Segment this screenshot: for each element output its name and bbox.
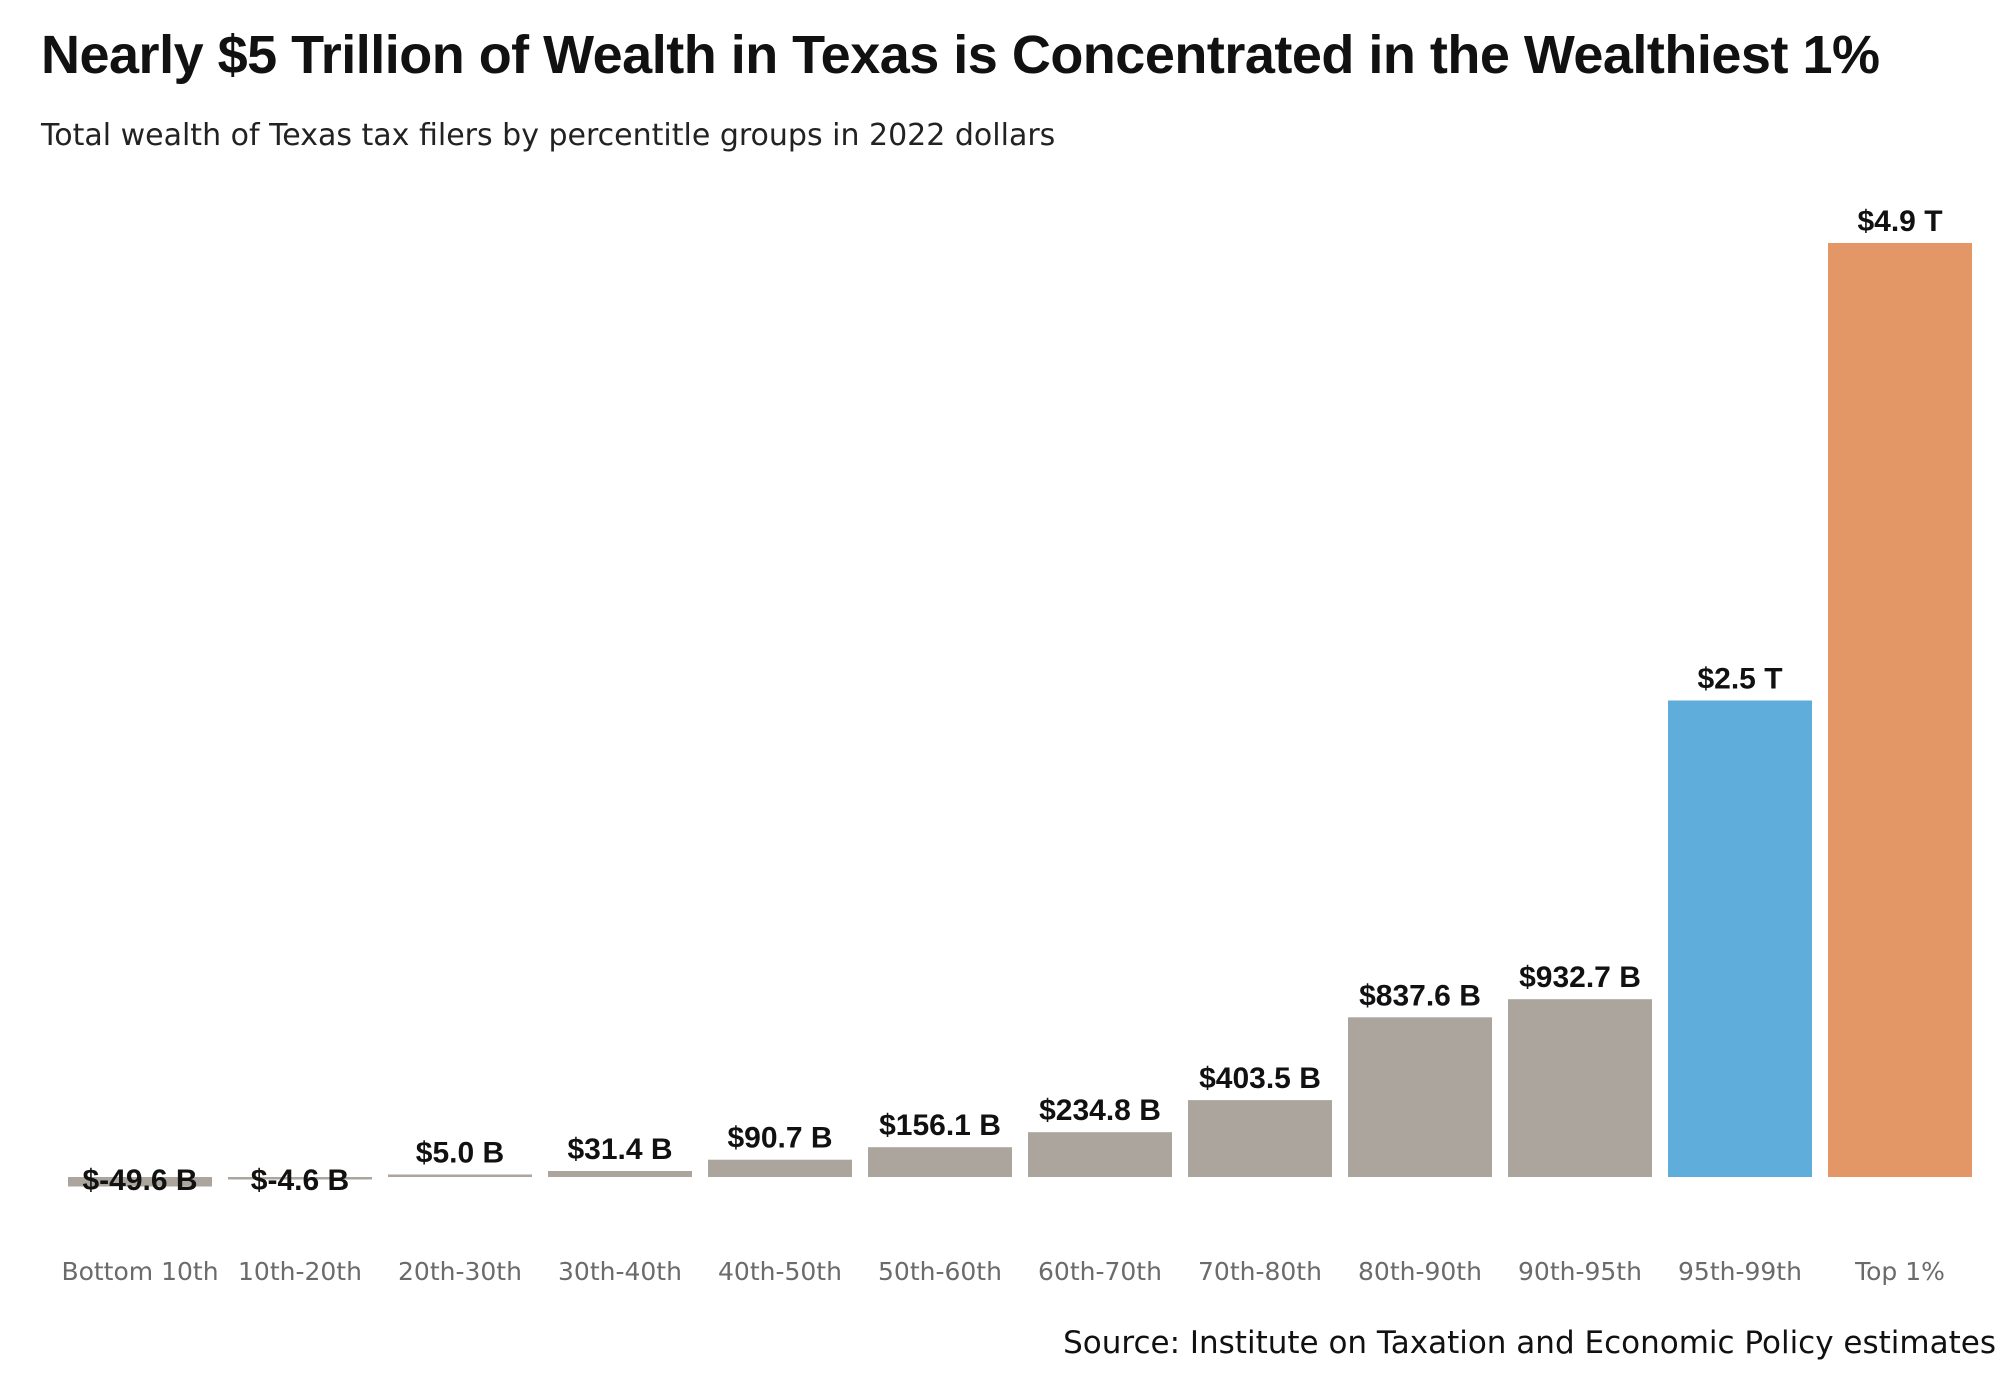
bars-layer bbox=[68, 243, 1972, 1187]
value-label-7: $403.5 B bbox=[1199, 1062, 1321, 1095]
value-label-4: $90.7 B bbox=[727, 1122, 832, 1155]
category-label-5: 50th-60th bbox=[878, 1257, 1002, 1286]
category-label-7: 70th-80th bbox=[1198, 1257, 1322, 1286]
bar-2 bbox=[388, 1174, 532, 1177]
bar-1 bbox=[228, 1177, 372, 1180]
category-label-10: 95th-99th bbox=[1678, 1257, 1802, 1286]
bar-5 bbox=[868, 1147, 1012, 1177]
chart-subtitle: Total wealth of Texas tax filers by perc… bbox=[41, 118, 1056, 153]
category-label-9: 90th-95th bbox=[1518, 1257, 1642, 1286]
value-label-10: $2.5 T bbox=[1697, 663, 1782, 696]
value-label-0: $-49.6 B bbox=[82, 1164, 197, 1197]
value-label-9: $932.7 B bbox=[1519, 961, 1641, 994]
value-label-3: $31.4 B bbox=[567, 1133, 672, 1166]
category-label-1: 10th-20th bbox=[238, 1257, 362, 1286]
bar-7 bbox=[1188, 1100, 1332, 1177]
value-labels-layer: $-49.6 B $-4.6 B $5.0 B $31.4 B $90.7 B $156.… bbox=[82, 205, 1942, 1197]
bar-9 bbox=[1508, 999, 1652, 1177]
value-label-6: $234.8 B bbox=[1039, 1094, 1161, 1127]
category-label-8: 80th-90th bbox=[1358, 1257, 1482, 1286]
chart-title: Nearly $5 Trillion of Wealth in Texas is… bbox=[41, 25, 1880, 85]
bar-8 bbox=[1348, 1017, 1492, 1177]
category-label-11: Top 1% bbox=[1854, 1257, 1945, 1286]
category-label-4: 40th-50th bbox=[718, 1257, 842, 1286]
value-label-2: $5.0 B bbox=[416, 1137, 504, 1170]
bar-10 bbox=[1668, 700, 1812, 1177]
value-label-11: $4.9 T bbox=[1857, 205, 1942, 238]
source-note: Source: Institute on Taxation and Econom… bbox=[1063, 1325, 1996, 1361]
bar-11 bbox=[1828, 243, 1972, 1177]
category-label-2: 20th-30th bbox=[398, 1257, 522, 1286]
bar-6 bbox=[1028, 1132, 1172, 1177]
category-label-0: Bottom 10th bbox=[61, 1257, 218, 1286]
value-label-8: $837.6 B bbox=[1359, 979, 1481, 1012]
bar-4 bbox=[708, 1159, 852, 1177]
value-label-1: $-4.6 B bbox=[251, 1164, 349, 1197]
bar-3 bbox=[548, 1171, 692, 1177]
value-label-5: $156.1 B bbox=[879, 1109, 1001, 1142]
bar-0 bbox=[68, 1177, 212, 1187]
category-label-6: 60th-70th bbox=[1038, 1257, 1162, 1286]
category-label-3: 30th-40th bbox=[558, 1257, 682, 1286]
category-labels-layer: Bottom 10th 10th-20th 20th-30th 30th-40th 40… bbox=[61, 1257, 1944, 1286]
